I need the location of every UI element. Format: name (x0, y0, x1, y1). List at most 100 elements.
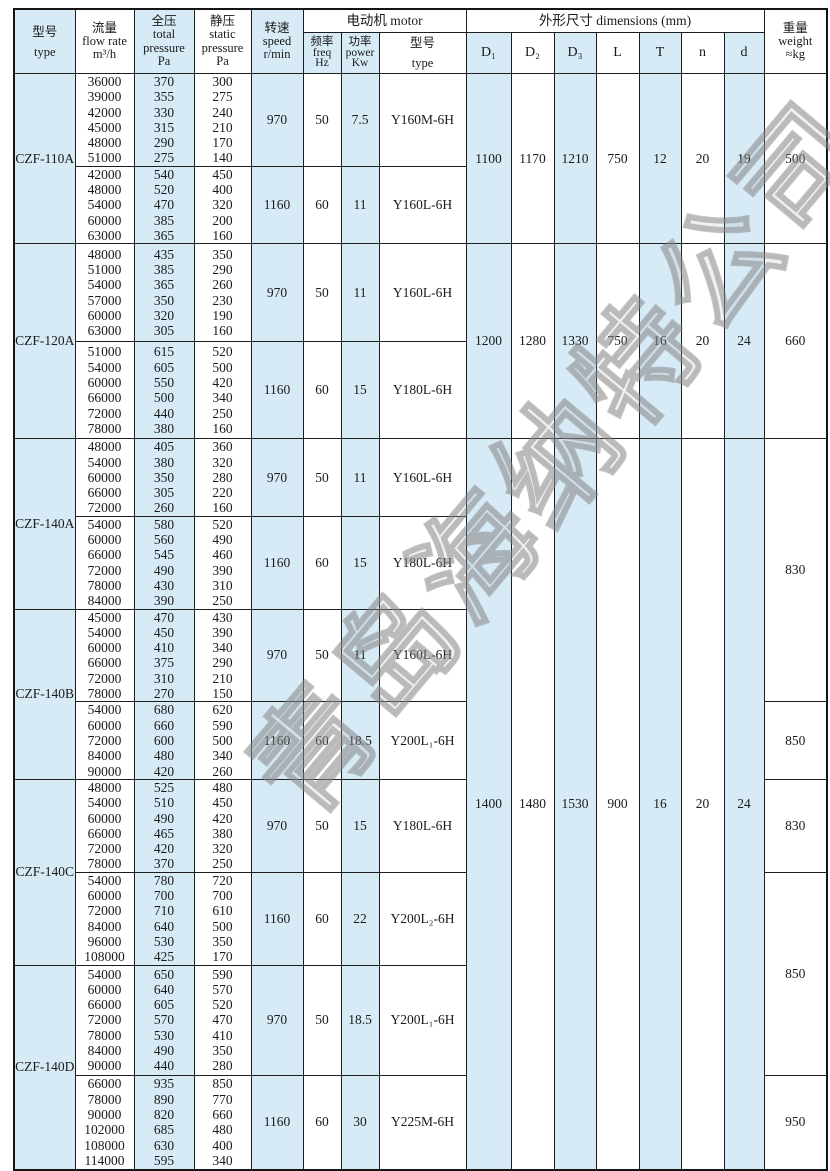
motor-type-cell: Y160L-6H (378, 438, 467, 517)
l-cell: 900 (595, 438, 640, 1171)
power-cell: 15 (340, 778, 380, 873)
flow-cell: 48000 54000 60000 66000 72000 (74, 438, 135, 517)
static-pressure-cell: 350 290 260 230 190 160 (193, 243, 252, 343)
flow-cell: 66000 78000 90000 102000 108000 114000 (74, 1074, 135, 1171)
fan-spec-table: 型号 type 流量 flow rate m³/h 全压 total press… (13, 8, 829, 1171)
power-cell: 11 (340, 165, 380, 245)
flow-cell: 48000 54000 60000 66000 72000 78000 (74, 778, 135, 873)
t-cell: 16 (638, 438, 682, 1171)
header-dimensions-group: 外形尺寸 dimensions (mm) (465, 8, 765, 33)
freq-cell: 60 (302, 871, 342, 966)
header-speed: 转速 speed r/min (250, 8, 304, 74)
power-cell: 15 (340, 515, 380, 610)
n-cell: 20 (680, 243, 725, 440)
header-d1: D₁ (465, 32, 512, 74)
speed-cell: 1160 (250, 871, 304, 966)
speed-cell: 1160 (250, 515, 304, 610)
table-row: CZF-140B 45000 54000 60000 66000 72000 7… (13, 608, 827, 780)
header-motor-type: 型号 type (378, 32, 467, 74)
total-pressure-cell: 780 700 710 640 530 425 (133, 871, 195, 966)
t-cell: 16 (638, 243, 682, 440)
freq-cell: 50 (302, 778, 342, 873)
freq-cell: 60 (302, 701, 342, 780)
speed-cell: 1160 (250, 701, 304, 780)
speed-cell: 970 (250, 778, 304, 873)
flow-cell: 54000 60000 72000 84000 90000 (74, 701, 135, 780)
power-cell: 18.5 (340, 701, 380, 780)
table-row: CZF-110A 36000 39000 42000 45000 48000 5… (13, 72, 828, 245)
model-cell: CZF-140D (13, 964, 76, 1171)
header-power: 功率 power Kw (340, 32, 380, 74)
model-cell: CZF-110A (13, 72, 76, 245)
table-row: CZF-140A 48000 54000 60000 66000 72000 4… (13, 438, 828, 1171)
total-pressure-cell: 370 355 330 315 290 275 (133, 73, 195, 167)
n-cell: 20 (680, 72, 725, 245)
total-pressure-cell: 540 520 470 385 365 (133, 165, 195, 245)
speed-cell: 970 (250, 964, 304, 1076)
static-pressure-cell: 360 320 280 220 160 (193, 438, 252, 517)
d3-cell: 1530 (553, 438, 597, 1171)
power-cell: 11 (340, 608, 380, 703)
static-pressure-cell: 720 700 610 500 350 170 (193, 871, 252, 966)
flow-cell: 45000 54000 60000 66000 72000 78000 (74, 608, 135, 703)
d-cell: 19 (723, 72, 765, 245)
header-flow-rate: 流量 flow rate m³/h (74, 8, 135, 74)
weight-cell: 950 (763, 1074, 828, 1171)
model-cell: CZF-140B (13, 608, 76, 780)
total-pressure-cell: 935 890 820 685 630 595 (133, 1074, 195, 1171)
weight-cell: 660 (763, 243, 828, 440)
total-pressure-cell: 580 560 545 490 430 390 (133, 515, 195, 610)
header-d2: D₂ (510, 32, 555, 74)
total-pressure-cell: 680 660 600 480 420 (133, 701, 195, 780)
motor-type-cell: Y180L-6H (378, 341, 467, 440)
d1-cell: 1400 (465, 438, 512, 1171)
weight-cell: 830 (763, 438, 828, 703)
freq-cell: 50 (302, 73, 342, 167)
speed-cell: 970 (250, 73, 304, 167)
n-cell: 20 (680, 438, 725, 1171)
model-cell: CZF-140C (13, 778, 76, 966)
static-pressure-cell: 430 390 340 290 210 150 (193, 608, 252, 703)
header-motor-group: 电动机 motor (302, 8, 467, 33)
motor-type-cell: Y160L-6H (378, 243, 467, 343)
table-row: 42000 48000 54000 60000 63000 540 520 47… (14, 165, 827, 245)
weight-cell: 850 (763, 871, 828, 1076)
freq-cell: 50 (302, 608, 342, 703)
model-cell: CZF-140A (13, 438, 76, 610)
speed-cell: 970 (250, 608, 304, 703)
weight-cell: 500 (763, 72, 828, 245)
header-static-pressure: 静压 static pressure Pa (193, 8, 252, 74)
l-cell: 750 (595, 243, 640, 440)
freq-cell: 50 (302, 438, 342, 517)
freq-cell: 60 (302, 1074, 342, 1171)
header-model-type: 型号 type (13, 8, 76, 74)
motor-type-cell: Y160M-6H (378, 73, 467, 167)
flow-cell: 42000 48000 54000 60000 63000 (74, 165, 135, 245)
motor-type-cell: Y160L-6H (378, 165, 467, 245)
header-freq: 频率 freq Hz (302, 32, 342, 74)
power-cell: 15 (340, 341, 380, 440)
header-l: L (595, 32, 640, 74)
header-t: T (638, 32, 682, 74)
header-d: d (723, 32, 765, 74)
freq-cell: 50 (302, 964, 342, 1076)
static-pressure-cell: 590 570 520 470 410 350 280 (193, 964, 252, 1076)
l-cell: 750 (595, 72, 640, 245)
header-n: n (680, 32, 725, 74)
speed-cell: 970 (250, 438, 304, 517)
flow-cell: 36000 39000 42000 45000 48000 51000 (74, 73, 135, 167)
motor-type-cell: Y200L₂-6H (378, 871, 467, 966)
d1-cell: 1100 (465, 72, 512, 245)
speed-cell: 1160 (250, 165, 304, 245)
header-d3: D₃ (553, 32, 597, 74)
motor-type-cell: Y200L₁-6H (378, 964, 467, 1076)
static-pressure-cell: 480 450 420 380 320 250 (193, 778, 252, 873)
table-row: 54000 60000 66000 72000 78000 84000 580 … (14, 515, 827, 610)
flow-cell: 54000 60000 66000 72000 78000 84000 9000… (74, 964, 135, 1076)
table-row: CZF-140D 54000 60000 66000 72000 78000 8… (13, 964, 827, 1171)
speed-cell: 1160 (250, 341, 304, 440)
flow-cell: 54000 60000 66000 72000 78000 84000 (74, 515, 135, 610)
speed-cell: 970 (250, 243, 304, 343)
t-cell: 12 (638, 72, 682, 245)
static-pressure-cell: 850 770 660 480 400 340 (193, 1074, 252, 1171)
